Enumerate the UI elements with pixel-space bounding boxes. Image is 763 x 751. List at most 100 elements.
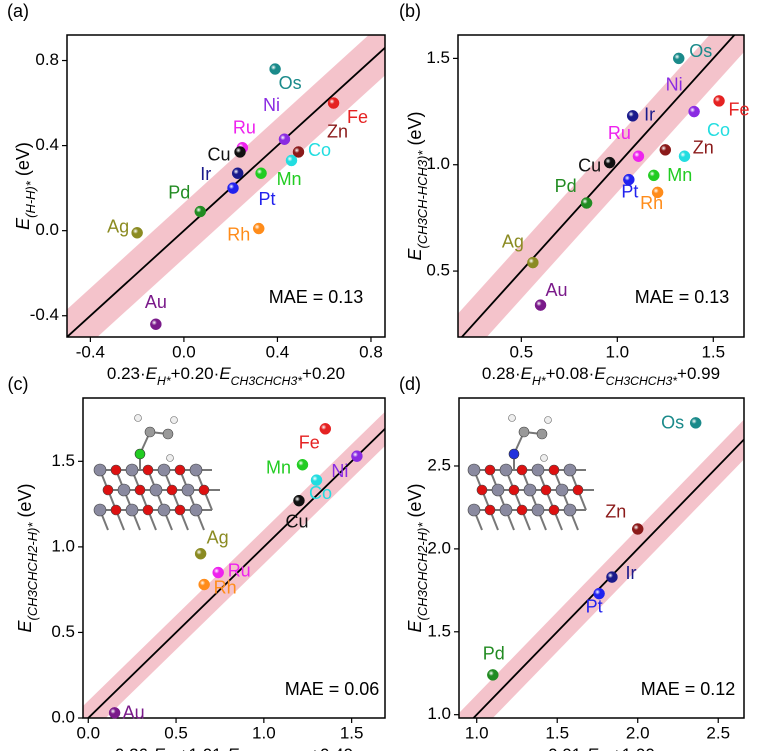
point-label: Cu xyxy=(578,155,601,175)
point-label: Ni xyxy=(666,74,683,94)
data-point xyxy=(633,151,644,162)
y-tick-label: 0.5 xyxy=(426,261,450,280)
label-part: H* xyxy=(157,374,172,388)
atom xyxy=(509,449,519,459)
atom xyxy=(564,504,576,516)
x-tick-label: 1.0 xyxy=(465,723,489,742)
atom xyxy=(175,465,185,475)
atom xyxy=(150,484,162,496)
data-point xyxy=(632,523,643,534)
point-label: Ir xyxy=(644,105,655,125)
data-point xyxy=(232,168,243,179)
panel-label: (c) xyxy=(8,374,29,394)
label-part: (CH3CH-HCH3)* xyxy=(415,150,430,249)
point-label: Fe xyxy=(347,107,368,127)
x-tick-label: 0.0 xyxy=(76,723,100,742)
y-tick-label: 0.4 xyxy=(35,135,59,154)
atom xyxy=(564,464,576,476)
atom xyxy=(500,504,512,516)
atom xyxy=(111,465,121,475)
x-tick-label: 0.4 xyxy=(266,342,290,361)
label-part: CH3CHCH3* xyxy=(606,374,679,388)
data-point xyxy=(487,669,498,680)
label-part: (eV) xyxy=(15,484,35,523)
y-axis-label: E(CH3CHCH2-H)* (eV) xyxy=(405,484,430,633)
x-tick-label: 2.0 xyxy=(626,723,650,742)
x-tick-label: -0.4 xyxy=(76,342,105,361)
y-tick-label: -0.4 xyxy=(30,305,59,324)
atom xyxy=(145,427,155,437)
atom xyxy=(94,504,106,516)
y-axis-label: E(CH3CHCH2-H)* (eV) xyxy=(15,484,40,633)
point-label: Co xyxy=(707,120,730,140)
atom xyxy=(532,504,544,516)
label-part: E xyxy=(219,364,231,383)
data-point xyxy=(132,227,143,238)
data-point xyxy=(535,300,546,311)
point-label: Pt xyxy=(586,596,603,616)
panel-label: (d) xyxy=(399,374,421,394)
point-label: Os xyxy=(661,413,684,433)
atom xyxy=(545,417,552,424)
point-label: Cu xyxy=(208,145,231,165)
data-point xyxy=(328,98,339,109)
x-tick-label: 1.0 xyxy=(252,723,276,742)
point-label: Mn xyxy=(277,169,302,189)
y-tick-label: 1.0 xyxy=(427,704,451,723)
label-part: +1.01· xyxy=(179,745,228,751)
data-point xyxy=(673,53,684,64)
point-label: Co xyxy=(309,483,332,503)
atom xyxy=(477,485,487,495)
y-tick-label: 0.8 xyxy=(35,50,59,69)
point-label: Ru xyxy=(233,117,256,137)
panel-label: (a) xyxy=(7,1,29,21)
point-label: Os xyxy=(279,73,302,93)
atom xyxy=(517,465,527,475)
point-label: Mn xyxy=(667,165,692,185)
atom xyxy=(190,464,202,476)
atom xyxy=(532,464,544,476)
point-label: Rh xyxy=(214,577,237,597)
figure: -0.40.00.40.8-0.40.00.40.8OsFeNiRuZnCoCu… xyxy=(0,0,763,751)
atom xyxy=(524,484,536,496)
point-label: Ni xyxy=(263,95,280,115)
point-label: Pt xyxy=(259,189,276,209)
data-point xyxy=(297,459,308,470)
point-label: Co xyxy=(308,140,331,160)
data-point xyxy=(109,707,120,718)
point-label: Au xyxy=(123,703,145,723)
x-tick-label: 1.5 xyxy=(340,723,364,742)
atom xyxy=(509,485,519,495)
atom xyxy=(143,505,153,515)
y-axis-label: E(CH3CH-HCH3)* (eV) xyxy=(405,112,430,261)
atom xyxy=(158,504,170,516)
x-axis-label: 0.26·EH*+1.01·ECH3CHCH2*+0.49 xyxy=(115,745,353,751)
data-point xyxy=(690,417,701,428)
atom xyxy=(573,485,583,495)
label-part: (eV) xyxy=(405,484,425,523)
annotation: MAE = 0.13 xyxy=(269,287,364,307)
data-point xyxy=(293,495,304,506)
data-point xyxy=(648,170,659,181)
atom xyxy=(541,485,551,495)
data-point xyxy=(235,146,246,157)
x-tick-label: 2.5 xyxy=(706,723,730,742)
label-part: +0.08· xyxy=(546,364,595,383)
x-tick-label: 0.5 xyxy=(164,723,188,742)
atom xyxy=(519,427,529,437)
atom xyxy=(175,505,185,515)
label-part: E xyxy=(594,364,606,383)
data-point xyxy=(527,257,538,268)
label-part: E xyxy=(227,745,239,751)
point-label: Mn xyxy=(266,457,291,477)
label-part: (CH3CHCH2-H)* xyxy=(415,522,430,621)
label-part: 0.26· xyxy=(115,745,154,751)
atom xyxy=(118,484,130,496)
data-point xyxy=(351,451,362,462)
data-point xyxy=(286,155,297,166)
point-label: Zn xyxy=(327,122,348,142)
data-point xyxy=(150,319,161,330)
data-point xyxy=(256,168,267,179)
point-label: Pt xyxy=(621,181,638,201)
atom xyxy=(94,464,106,476)
